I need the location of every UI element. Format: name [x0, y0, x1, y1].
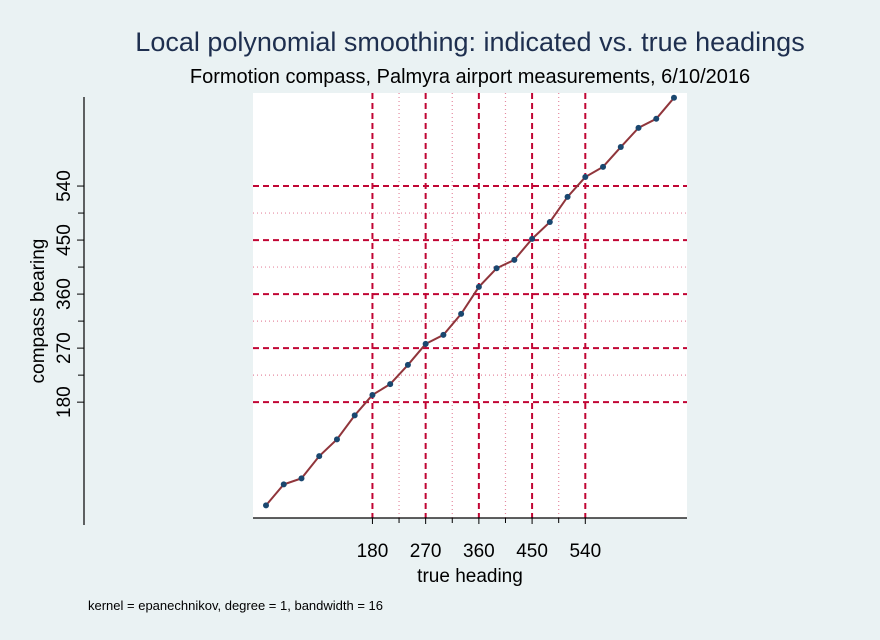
- data-point: [582, 174, 589, 181]
- y-tick-label: 180: [54, 386, 75, 418]
- data-point: [369, 391, 376, 398]
- data-point: [458, 310, 465, 317]
- data-point: [404, 361, 411, 368]
- data-point: [529, 235, 536, 242]
- y-axis-label: compass bearing: [28, 239, 49, 384]
- x-axis-label: true heading: [417, 566, 523, 587]
- data-point: [280, 481, 287, 488]
- plot-area: [253, 93, 687, 518]
- y-tick-label: 450: [54, 224, 75, 256]
- smooth-line: [265, 97, 675, 507]
- chart-subtitle: Formotion compass, Palmyra airport measu…: [190, 66, 750, 88]
- data-point: [263, 502, 270, 509]
- y-tick-label: 360: [54, 278, 75, 310]
- data-point: [564, 193, 571, 200]
- data-point: [635, 124, 642, 131]
- data-point: [617, 144, 624, 151]
- data-point: [298, 475, 305, 482]
- data-point: [475, 283, 482, 290]
- x-tick-label: 450: [516, 541, 548, 562]
- data-point: [316, 453, 323, 460]
- y-tick-label: 270: [54, 332, 75, 364]
- data-point: [546, 219, 553, 226]
- y-tick-label: 540: [54, 170, 75, 202]
- data-point: [422, 340, 429, 347]
- x-tick-label: 270: [410, 541, 442, 562]
- data-point: [600, 163, 607, 170]
- data-point: [351, 412, 358, 419]
- data-point: [670, 94, 677, 101]
- data-point: [511, 256, 518, 263]
- data-point: [493, 265, 500, 272]
- chart-note: kernel = epanechnikov, degree = 1, bandw…: [88, 598, 383, 613]
- x-tick-label: 180: [357, 541, 389, 562]
- x-tick-label: 360: [463, 541, 495, 562]
- data-point: [440, 331, 447, 338]
- data-point: [653, 115, 660, 122]
- x-tick-label: 540: [569, 541, 601, 562]
- data-point: [333, 436, 340, 443]
- data-point: [387, 381, 394, 388]
- chart-title: Local polynomial smoothing: indicated vs…: [135, 27, 804, 57]
